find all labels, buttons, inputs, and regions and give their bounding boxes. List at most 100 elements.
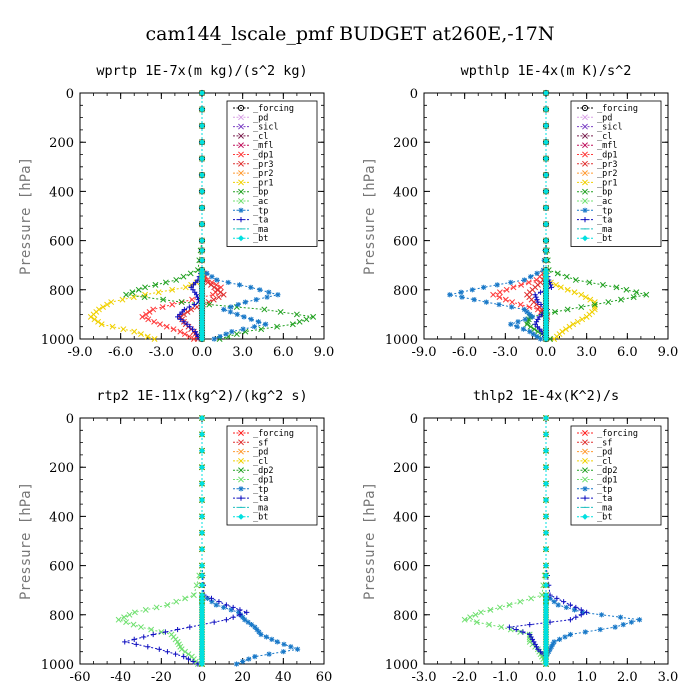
data-point	[221, 306, 227, 313]
data-point	[126, 611, 133, 618]
data-point	[567, 631, 573, 638]
data-point	[213, 602, 219, 608]
data-point	[532, 321, 538, 327]
data-point	[263, 634, 269, 640]
data-point	[172, 651, 179, 657]
data-point	[502, 296, 509, 303]
legend-marker	[238, 170, 244, 177]
data-point	[274, 323, 280, 330]
series-bt	[543, 90, 549, 342]
legend-marker	[238, 142, 244, 149]
legend-marker	[238, 513, 244, 520]
data-point	[151, 318, 158, 325]
data-point	[584, 609, 590, 615]
y-tick-label: 1000	[385, 658, 418, 673]
data-point	[235, 301, 241, 308]
data-point	[187, 270, 194, 277]
data-point	[209, 291, 216, 298]
legend-label: _dp1	[597, 151, 617, 161]
y-tick-label: 600	[393, 235, 418, 250]
data-point	[138, 624, 144, 631]
data-point	[142, 284, 149, 291]
series-dp1	[461, 415, 549, 667]
legend-marker	[582, 114, 588, 121]
legend-marker	[582, 188, 588, 195]
legend-entry: _sf	[577, 438, 612, 448]
data-point	[533, 294, 539, 300]
data-point	[264, 294, 270, 300]
data-point	[483, 299, 489, 305]
data-point	[617, 614, 624, 620]
legend-label: _ma	[253, 225, 268, 235]
data-point	[189, 326, 196, 332]
data-point	[534, 270, 540, 276]
legend-entry: _ma	[233, 225, 268, 235]
panel-title: thlp2 1E-4x(K^2)/s	[473, 388, 619, 404]
legend-label: _bt	[253, 513, 268, 523]
data-point	[252, 624, 258, 630]
data-point	[246, 656, 252, 662]
data-point	[506, 624, 512, 630]
legend-entry: _forcing	[577, 429, 638, 439]
y-tick-label: 800	[393, 609, 418, 624]
data-point	[100, 304, 106, 310]
legend-marker	[582, 207, 588, 213]
data-point	[597, 626, 603, 633]
series-dp1	[115, 415, 205, 667]
legend: _forcing_sf_pd_cl_dp2_dp1_tp_ta_ma_bt	[226, 425, 318, 526]
data-point	[277, 308, 284, 315]
data-point	[199, 139, 205, 146]
data-point	[521, 277, 527, 283]
y-tick-label: 400	[393, 185, 418, 200]
data-point	[583, 313, 590, 320]
legend-label: _pd	[597, 448, 612, 458]
legend-marker	[582, 439, 588, 446]
data-point	[527, 323, 534, 330]
data-point	[543, 562, 549, 569]
data-point	[144, 333, 151, 340]
data-point	[251, 324, 258, 330]
data-point	[551, 639, 557, 645]
data-point	[561, 599, 567, 605]
x-tick-label: 0.0	[192, 345, 213, 360]
data-point	[543, 582, 549, 589]
data-point	[490, 291, 497, 298]
data-point	[223, 617, 229, 623]
data-point	[526, 304, 533, 310]
legend-marker	[238, 207, 244, 213]
data-point	[131, 609, 138, 616]
data-point	[580, 609, 586, 615]
data-point	[193, 292, 200, 298]
data-point	[310, 313, 317, 320]
data-point	[258, 631, 264, 638]
data-point	[98, 321, 105, 328]
data-point	[199, 572, 205, 579]
data-point	[179, 309, 185, 315]
data-point	[496, 289, 503, 296]
legend-label: _forcing	[253, 429, 294, 439]
legend-label: _tp	[597, 206, 612, 216]
legend-label: _bt	[597, 234, 612, 244]
data-point	[145, 644, 151, 650]
data-point	[175, 626, 181, 633]
data-point	[130, 621, 137, 628]
figure-title: cam144_lscale_pmf BUDGET at260E,-17N	[146, 23, 555, 45]
panel-2: wpthlp 1E-4x(m K)/s^2 Pressure [hPa] -9.0 -…	[362, 63, 678, 360]
data-point	[567, 617, 573, 623]
data-point	[236, 282, 243, 288]
legend-entry: _ta	[577, 494, 612, 504]
legend-marker	[238, 160, 244, 167]
panels-group: wprtp 1E-7x(m kg)/(s^2 kg) Pressure [hPa]…	[18, 63, 678, 685]
data-point	[578, 304, 585, 310]
data-point	[199, 513, 205, 520]
data-point	[206, 301, 213, 308]
legend-entry: _ta	[577, 216, 612, 226]
x-tick-label: 3.0	[658, 670, 679, 685]
data-point	[554, 270, 561, 277]
data-point	[467, 614, 474, 621]
data-point	[240, 658, 246, 665]
data-point	[599, 281, 606, 288]
legend-marker	[238, 114, 244, 121]
data-point	[509, 299, 516, 306]
data-point	[573, 614, 579, 620]
